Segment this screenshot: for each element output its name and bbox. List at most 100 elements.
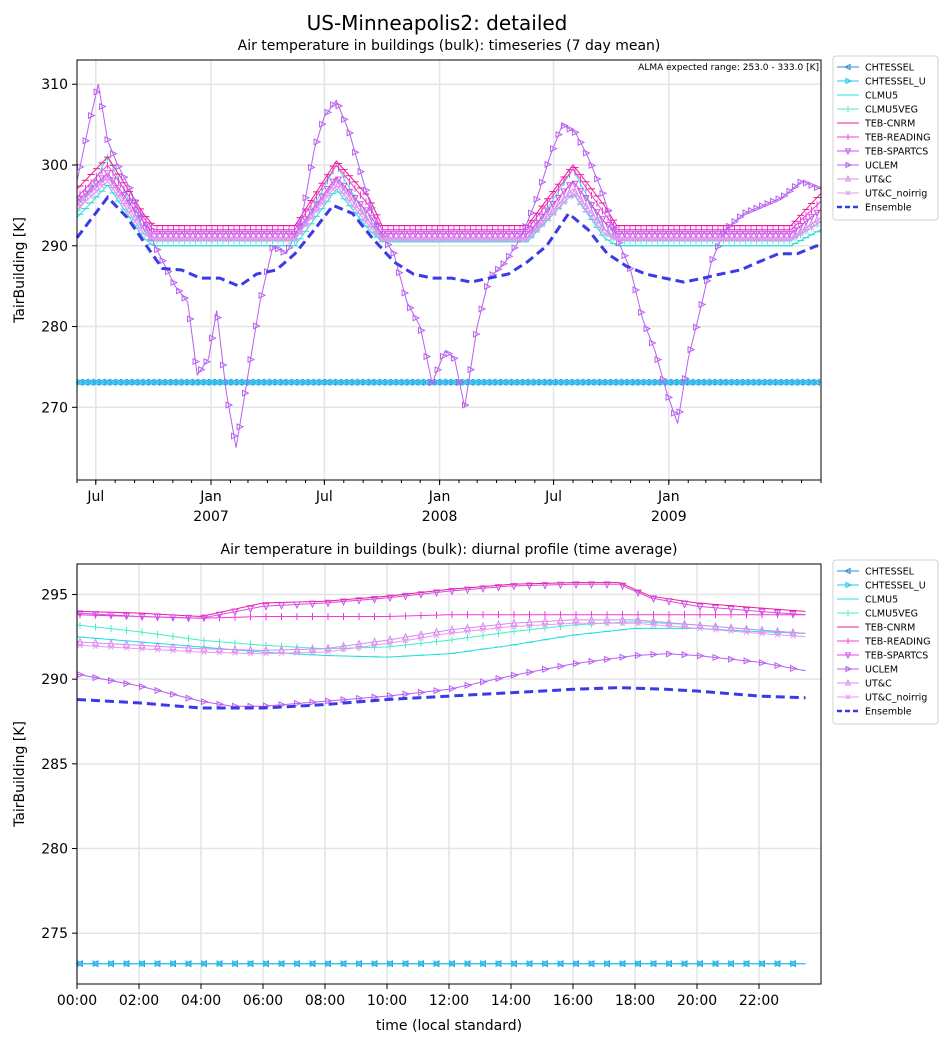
legend-entry-teb-cnrm: TEB-CNRM bbox=[837, 119, 915, 130]
series-ensemble bbox=[76, 686, 806, 710]
legend-label: Ensemble bbox=[865, 203, 912, 214]
legend-entry-ut-c: UT&C bbox=[837, 679, 892, 690]
timeseries-panel: Air temperature in buildings (bulk): tim… bbox=[12, 38, 939, 525]
y-tick-label: 275 bbox=[41, 926, 68, 942]
legend-entry-teb-cnrm: TEB-CNRM bbox=[837, 623, 915, 634]
x-tick-label: Jan bbox=[657, 489, 680, 505]
legend-entry-ensemble: Ensemble bbox=[837, 203, 912, 214]
legend-entry-uclem: UCLEM bbox=[837, 161, 898, 172]
series-ut-c-noirrig bbox=[76, 178, 822, 243]
diurnal-title: Air temperature in buildings (bulk): diu… bbox=[221, 542, 678, 558]
legend-box bbox=[832, 559, 939, 725]
timeseries-range-annotation: ALMA expected range: 253.0 - 333.0 [K] bbox=[638, 63, 819, 73]
series-markers-ut-c-noirrig bbox=[77, 620, 796, 657]
legend-label: TEB-SPARTCS bbox=[864, 651, 928, 662]
legend-label: TEB-READING bbox=[864, 133, 930, 144]
legend-entry-ut-c-noirrig: UT&C_noirrig bbox=[837, 693, 927, 704]
legend-label: TEB-CNRM bbox=[864, 623, 915, 634]
diurnal-legend: CHTESSEL CHTESSEL_U CLMU5 CLMU5VEG TEB-CNRM T… bbox=[832, 559, 939, 725]
x-tick-label: Jan bbox=[199, 489, 222, 505]
x-tick-label: 20:00 bbox=[677, 993, 717, 1009]
series-markers-teb-cnrm bbox=[76, 156, 821, 227]
timeseries-legend: CHTESSEL CHTESSEL_U CLMU5 CLMU5VEG TEB-CNRM T… bbox=[832, 55, 939, 221]
legend-entry-teb-spartcs: TEB-SPARTCS bbox=[837, 651, 928, 662]
series-line-teb-cnrm bbox=[76, 582, 806, 618]
series-line-ut-c-noirrig bbox=[76, 622, 806, 655]
x-tick-label: 16:00 bbox=[553, 993, 593, 1009]
timeseries-y-ticks: 270 280 290 300 310 bbox=[41, 77, 77, 416]
legend-entry-clmu5veg: CLMU5VEG bbox=[837, 609, 918, 620]
series-line-ut-c bbox=[76, 619, 806, 651]
series-ut-c-noirrig bbox=[76, 620, 806, 657]
x-tick-year-label: 2009 bbox=[651, 509, 687, 525]
legend-label: UT&C bbox=[865, 679, 892, 690]
series-markers-ut-c-noirrig bbox=[77, 178, 820, 243]
legend-entry-uclem: UCLEM bbox=[837, 665, 898, 676]
legend-label: CLMU5 bbox=[865, 595, 898, 606]
series-uclem bbox=[76, 84, 822, 448]
legend-label: TEB-CNRM bbox=[864, 119, 915, 130]
legend-entry-chtessel: CHTESSEL bbox=[837, 567, 915, 578]
series-markers-teb-reading bbox=[79, 161, 818, 234]
series-chtessel-u bbox=[77, 960, 806, 968]
series-markers-ut-c bbox=[76, 172, 821, 241]
legend-entry-teb-reading: TEB-READING bbox=[837, 133, 930, 144]
x-tick-label: 10:00 bbox=[367, 993, 407, 1009]
series-teb-spartcs bbox=[76, 581, 806, 623]
series-markers-teb-spartcs bbox=[76, 170, 821, 239]
legend-label: UT&C_noirrig bbox=[865, 693, 927, 704]
series-markers-uclem bbox=[77, 88, 822, 440]
series-markers-teb-cnrm bbox=[76, 582, 797, 617]
series-line-clmu5 bbox=[76, 627, 806, 658]
series-line-teb-spartcs bbox=[76, 172, 822, 235]
series-teb-reading bbox=[76, 161, 822, 234]
series-teb-cnrm bbox=[76, 582, 806, 618]
legend-entry-chtessel: CHTESSEL bbox=[837, 63, 915, 74]
legend-entry-clmu5: CLMU5 bbox=[837, 595, 898, 606]
legend-entry-clmu5veg: CLMU5VEG bbox=[837, 105, 918, 116]
x-tick-label: 12:00 bbox=[429, 993, 469, 1009]
legend-label: UCLEM bbox=[865, 161, 898, 172]
y-tick-label: 295 bbox=[41, 587, 68, 603]
y-tick-label: 280 bbox=[41, 320, 68, 336]
series-markers-teb-spartcs bbox=[76, 581, 797, 623]
timeseries-plot-frame bbox=[76, 59, 822, 481]
legend-label: CLMU5VEG bbox=[865, 609, 918, 620]
series-clmu5 bbox=[76, 627, 806, 658]
series-line-ensemble bbox=[76, 686, 806, 710]
legend-label: CLMU5VEG bbox=[865, 105, 918, 116]
figure-suptitle: US-Minneapolis2: detailed bbox=[307, 11, 568, 35]
legend-entry-clmu5: CLMU5 bbox=[837, 91, 898, 102]
legend-label: TEB-SPARTCS bbox=[864, 147, 928, 158]
series-markers-ut-c bbox=[76, 615, 797, 654]
timeseries-series bbox=[75, 84, 822, 448]
x-tick-label: 22:00 bbox=[739, 993, 779, 1009]
diurnal-y-axis-label: TairBuilding [K] bbox=[12, 721, 28, 828]
y-tick-label: 290 bbox=[41, 239, 68, 255]
legend-label: UCLEM bbox=[865, 665, 898, 676]
x-tick-label: Jul bbox=[86, 489, 104, 505]
legend-label: CHTESSEL_U bbox=[865, 77, 926, 88]
diurnal-x-axis-label: time (local standard) bbox=[376, 1018, 522, 1034]
diurnal-x-ticks: 00:00 02:00 04:00 06:00 08:00 10:00 12:00 14:00… bbox=[57, 984, 779, 1009]
x-tick-label: 06:00 bbox=[243, 993, 283, 1009]
x-tick-year-label: 2007 bbox=[193, 509, 229, 525]
series-line-uclem bbox=[76, 84, 822, 448]
legend-label: UT&C_noirrig bbox=[865, 189, 927, 200]
legend-entry-ut-c-noirrig: UT&C_noirrig bbox=[837, 189, 927, 200]
legend-label: CHTESSEL bbox=[865, 63, 915, 74]
x-tick-label: 04:00 bbox=[181, 993, 221, 1009]
diurnal-panel: Air temperature in buildings (bulk): diu… bbox=[12, 542, 939, 1034]
legend-label: TEB-READING bbox=[864, 637, 930, 648]
x-tick-label: 00:00 bbox=[57, 993, 97, 1009]
legend-label: UT&C bbox=[865, 175, 892, 186]
legend-box bbox=[832, 55, 939, 221]
x-tick-label: 18:00 bbox=[615, 993, 655, 1009]
timeseries-y-axis-label: TairBuilding [K] bbox=[12, 217, 28, 324]
legend-entry-ensemble: Ensemble bbox=[837, 707, 912, 718]
y-tick-label: 280 bbox=[41, 842, 68, 858]
y-tick-label: 310 bbox=[41, 77, 68, 93]
series-line-teb-spartcs bbox=[76, 583, 806, 619]
legend-label: CHTESSEL bbox=[865, 567, 915, 578]
